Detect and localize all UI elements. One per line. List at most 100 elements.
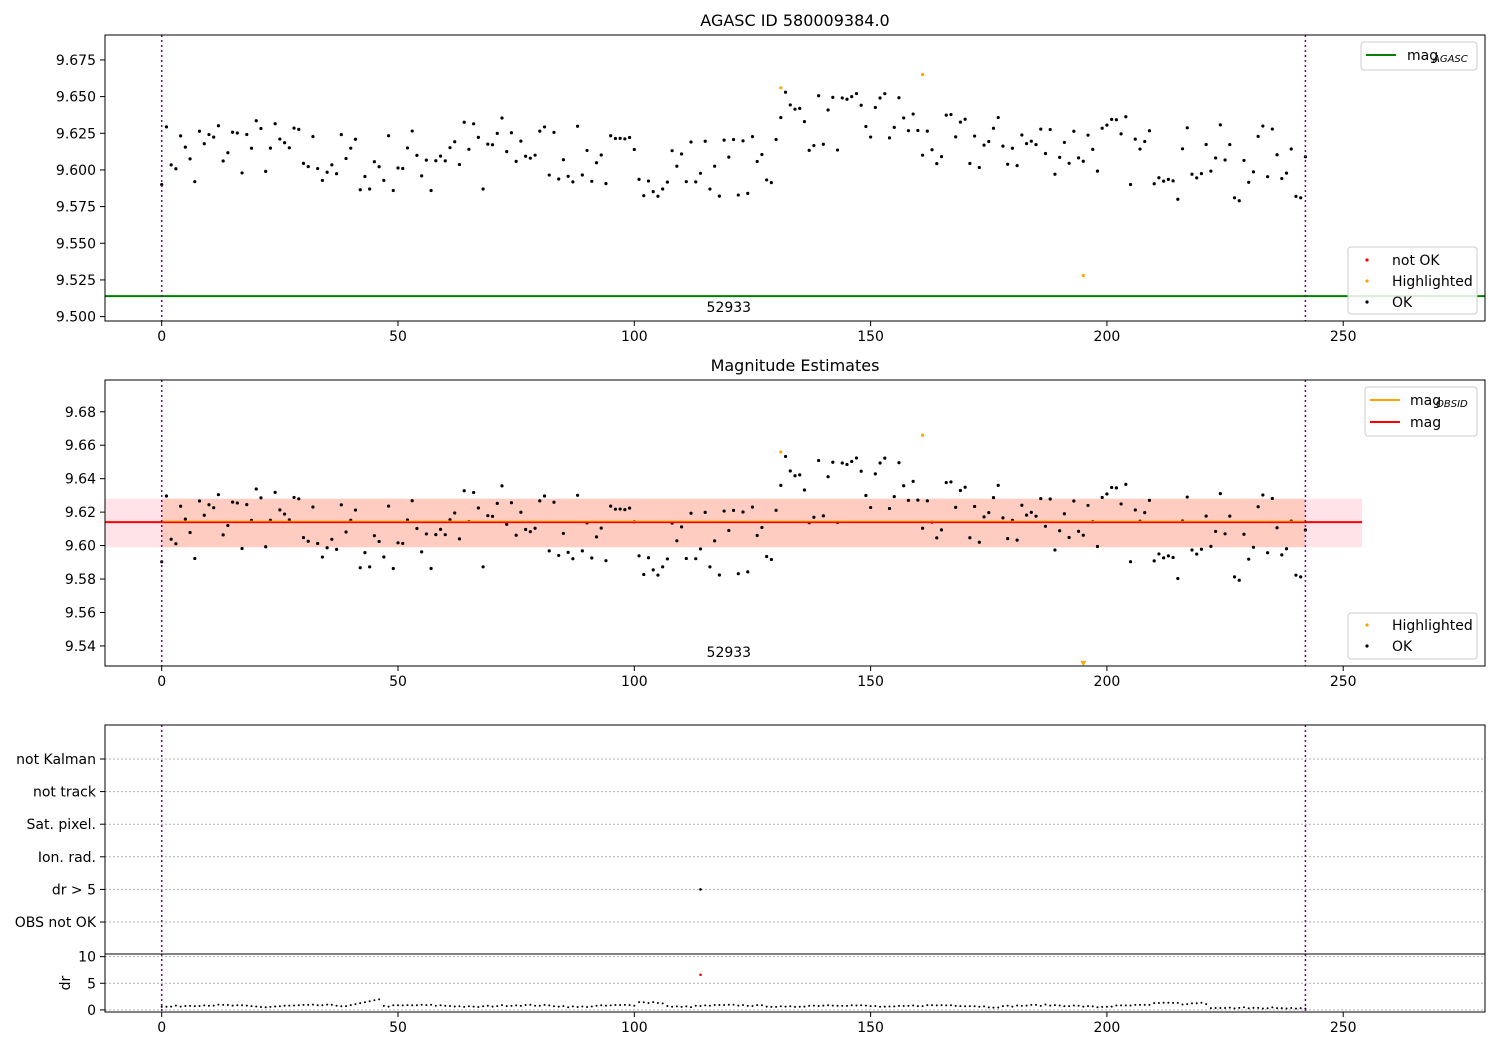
ok-point: [996, 115, 1000, 120]
ok-point: [500, 484, 504, 488]
ok-point: [1029, 139, 1033, 143]
ok-point: [977, 540, 981, 544]
dr-point: [798, 1005, 801, 1008]
p2-y-tick-label: 9.64: [65, 472, 96, 488]
ok-point: [1147, 129, 1152, 133]
ok-point: [1034, 142, 1038, 147]
dr-point: [808, 1004, 811, 1007]
ok-point: [1242, 532, 1246, 536]
ok-point: [415, 153, 419, 157]
ok-point: [486, 514, 490, 518]
ok-point: [443, 159, 447, 163]
ok-point: [599, 526, 603, 530]
dr-point: [647, 1002, 650, 1005]
p2-1-x-tick-label: 50: [389, 674, 407, 690]
ok-point: [1043, 524, 1048, 528]
ok-point: [713, 164, 717, 168]
ok-point: [982, 143, 986, 147]
ok-point: [311, 505, 315, 509]
ok-point: [689, 511, 693, 515]
ok-point: [1128, 182, 1133, 187]
ok-point: [330, 537, 334, 541]
ok-point: [897, 461, 901, 465]
ok-point: [221, 159, 225, 163]
dr-point: [236, 1004, 239, 1007]
ok-point: [349, 146, 353, 150]
ok-point: [717, 194, 721, 198]
ok-point: [1294, 573, 1298, 577]
p1-y-tick-label: 9.625: [56, 126, 96, 142]
ok-point: [684, 180, 688, 184]
ok-point: [235, 501, 239, 505]
dr-point: [619, 1004, 622, 1007]
ok-point: [1242, 158, 1246, 163]
ok-point: [892, 494, 896, 499]
ok-point: [254, 487, 258, 491]
ok-point: [779, 115, 783, 120]
dr-point: [964, 1005, 967, 1008]
ok-point: [245, 132, 249, 137]
ok-point: [552, 500, 556, 504]
p1-y-tick-label: 9.500: [56, 310, 96, 326]
ok-point: [694, 557, 698, 561]
dr-point: [708, 1004, 711, 1007]
ok-point: [1091, 147, 1095, 151]
ok-point: [878, 96, 882, 100]
dr-point: [690, 1006, 693, 1009]
dr-point: [562, 1005, 565, 1008]
ok-point: [1166, 554, 1170, 558]
ok-point: [977, 165, 981, 170]
ok-point: [722, 509, 726, 513]
dr-point: [174, 1004, 177, 1007]
ok-point: [1195, 552, 1199, 556]
dr-point: [1181, 1003, 1184, 1006]
dr-point: [538, 1004, 541, 1007]
ok-point: [921, 153, 925, 157]
dr-point: [340, 1005, 343, 1008]
ok-point: [542, 125, 547, 129]
ok-point: [386, 134, 391, 138]
dr-point: [434, 1004, 437, 1007]
dr-point: [543, 1003, 546, 1006]
dr-point: [954, 1004, 957, 1007]
ok-point: [627, 135, 632, 140]
ok-point: [618, 507, 622, 511]
p1-top-legend-box: [1360, 41, 1478, 71]
ok-point: [448, 518, 452, 522]
ok-point: [807, 148, 811, 152]
ok-point: [1195, 176, 1199, 180]
ok-point: [495, 131, 499, 135]
dr-point: [241, 1004, 244, 1007]
ok-point: [1062, 140, 1066, 145]
ok-point: [505, 522, 509, 526]
ok-point: [954, 135, 958, 139]
dr-point: [1082, 1005, 1085, 1008]
dr-point: [382, 1004, 385, 1007]
dr-point: [411, 1004, 414, 1007]
ok-point: [991, 495, 996, 500]
legend-line-label-0: mag: [1410, 393, 1441, 409]
dr-point: [1006, 1004, 1009, 1007]
ok-point: [817, 94, 821, 98]
dr-point: [973, 1005, 976, 1008]
ok-point: [925, 129, 929, 133]
ok-point: [925, 499, 929, 503]
ok-point: [216, 124, 221, 128]
dr-point: [207, 1004, 210, 1007]
ok-point: [741, 139, 745, 143]
dr-point: [983, 1005, 986, 1008]
dr-point: [775, 1005, 778, 1008]
ok-point: [883, 456, 887, 460]
dr-point: [189, 1004, 192, 1007]
flag-label: dr > 5: [52, 882, 96, 898]
ok-point: [273, 122, 277, 126]
ok-point: [746, 191, 750, 195]
ok-point: [301, 535, 306, 540]
dr-point: [1157, 1002, 1160, 1005]
ok-point: [826, 475, 830, 479]
ok-point: [1043, 151, 1048, 156]
dr-point: [685, 1005, 688, 1008]
p2-1-x-tick-label: 0: [157, 674, 166, 690]
ok-point: [1299, 575, 1303, 579]
p1-axes-frame: [104, 34, 1486, 322]
